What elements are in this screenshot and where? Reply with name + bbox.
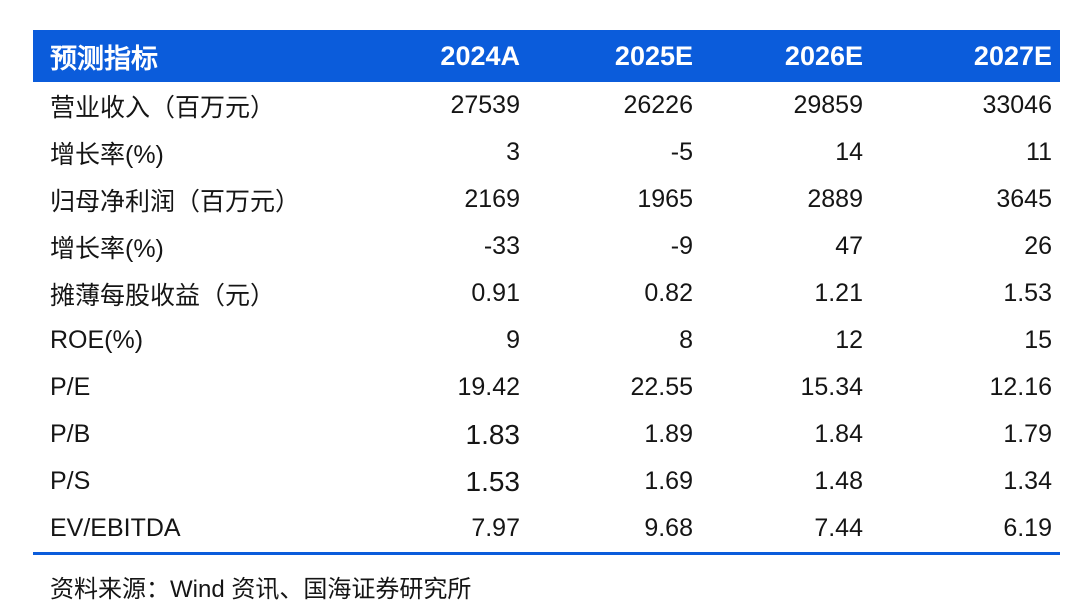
header-col-2025E: 2025E <box>528 30 701 82</box>
value-cell: 1.69 <box>644 467 693 495</box>
metric-label: 营业收入（百万元） <box>50 93 276 122</box>
header-col-2026E: 2026E <box>701 30 871 82</box>
value-cell: 1.83 <box>465 418 521 450</box>
header-metric-label: 预测指标 <box>33 30 363 82</box>
value-cell: 3 <box>506 138 520 166</box>
value-cell: 8 <box>679 326 693 354</box>
metric-label: ROE(%) <box>50 326 144 354</box>
table-header-row: 预测指标 2024A 2025E 2026E 2027E <box>33 30 1060 82</box>
metric-label: P/S <box>50 467 91 495</box>
value-cell: 9 <box>506 326 520 354</box>
value-cell: 1965 <box>637 185 693 213</box>
metric-label: P/B <box>50 420 91 448</box>
metric-label: 摊薄每股收益（元） <box>50 281 276 310</box>
value-cell: 6.19 <box>1003 514 1052 542</box>
source-note: 资料来源：Wind 资讯、国海证券研究所 <box>50 576 472 603</box>
value-cell: -33 <box>483 232 520 260</box>
value-cell: 0.91 <box>471 279 520 307</box>
value-cell: 7.97 <box>471 514 520 542</box>
value-cell: -9 <box>670 232 693 260</box>
value-cell: 1.89 <box>644 420 693 448</box>
value-cell: 12 <box>835 326 863 354</box>
value-cell: 47 <box>835 232 863 260</box>
table-row: P/B 1.83 1.89 1.84 1.79 <box>33 411 1060 458</box>
value-cell: 12.16 <box>989 373 1052 401</box>
value-cell: 33046 <box>982 91 1052 119</box>
value-cell: 15.34 <box>800 373 863 401</box>
value-cell: 1.79 <box>1003 420 1052 448</box>
value-cell: 15 <box>1024 326 1052 354</box>
value-cell: 14 <box>835 138 863 166</box>
value-cell: -5 <box>670 138 693 166</box>
table-row: ROE(%) 9 8 12 15 <box>33 317 1060 364</box>
value-cell: 22.55 <box>630 373 693 401</box>
metric-label: 增长率(%) <box>50 234 164 263</box>
value-cell: 1.34 <box>1003 467 1052 495</box>
table-row: 增长率(%) -33 -9 47 26 <box>33 223 1060 270</box>
value-cell: 1.84 <box>814 420 863 448</box>
forecast-table: 预测指标 2024A 2025E 2026E 2027E 营业收入（百万元） 27539… <box>33 30 1060 552</box>
value-cell: 29859 <box>793 91 863 119</box>
value-cell: 2889 <box>807 185 863 213</box>
metric-label: 归母净利润（百万元） <box>50 187 301 216</box>
value-cell: 1.53 <box>1003 279 1052 307</box>
value-cell: 26226 <box>623 91 693 119</box>
table-row: 增长率(%) 3 -5 14 11 <box>33 129 1060 176</box>
value-cell: 3645 <box>996 185 1052 213</box>
table-row: 摊薄每股收益（元） 0.91 0.82 1.21 1.53 <box>33 270 1060 317</box>
value-cell: 1.53 <box>465 465 521 497</box>
value-cell: 7.44 <box>814 514 863 542</box>
metric-label: EV/EBITDA <box>50 514 181 542</box>
value-cell: 2169 <box>464 185 520 213</box>
table-row: P/E 19.42 22.55 15.34 12.16 <box>33 364 1060 411</box>
table-row: EV/EBITDA 7.97 9.68 7.44 6.19 <box>33 505 1060 552</box>
bottom-divider-line <box>33 552 1060 555</box>
value-cell: 11 <box>1026 138 1052 166</box>
metric-label: 增长率(%) <box>50 140 164 169</box>
value-cell: 0.82 <box>644 279 693 307</box>
value-cell: 9.68 <box>644 514 693 542</box>
table-row: P/S 1.53 1.69 1.48 1.34 <box>33 458 1060 505</box>
value-cell: 27539 <box>450 91 520 119</box>
metric-label: P/E <box>50 373 91 401</box>
value-cell: 19.42 <box>457 373 520 401</box>
table-row: 归母净利润（百万元） 2169 1965 2889 3645 <box>33 176 1060 223</box>
forecast-table-section: 预测指标 2024A 2025E 2026E 2027E 营业收入（百万元） 27539… <box>33 30 1060 604</box>
value-cell: 1.21 <box>814 279 863 307</box>
value-cell: 26 <box>1024 232 1052 260</box>
table-row: 营业收入（百万元） 27539 26226 29859 33046 <box>33 82 1060 129</box>
header-col-2027E: 2027E <box>871 30 1060 82</box>
header-col-2024A: 2024A <box>363 30 528 82</box>
value-cell: 1.48 <box>814 467 863 495</box>
